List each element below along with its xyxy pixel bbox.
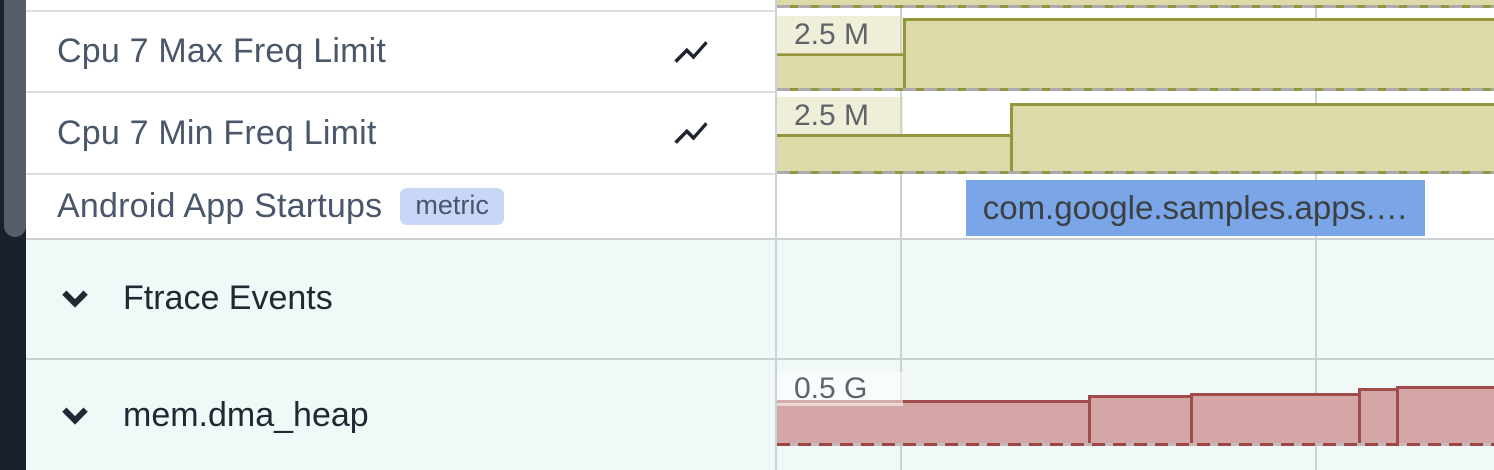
cpu7-max-freq-limit-baseline xyxy=(777,88,1494,91)
mem-dma-heap-counter-area[interactable] xyxy=(1190,393,1358,443)
panel-border[interactable] xyxy=(775,0,777,470)
metric-badge: metric xyxy=(400,187,504,226)
track-title: Cpu 7 Max Freq Limit xyxy=(57,32,386,70)
row-separator xyxy=(26,358,1494,360)
previous-counter-partial-area[interactable] xyxy=(777,0,1494,5)
cpu7-min-freq-limit-area[interactable] xyxy=(1010,103,1494,171)
row-separator xyxy=(26,10,777,12)
vertical-scrollbar[interactable] xyxy=(0,0,26,470)
group-row-ftrace-events[interactable]: Ftrace Events xyxy=(26,240,777,356)
android-app-startups-slice[interactable]: com.google.samples.apps.… xyxy=(966,180,1425,236)
mem-dma-heap-counter-scale-label: 0.5 G xyxy=(777,372,903,406)
track-row-cpu7-max-freq[interactable]: Cpu 7 Max Freq Limit xyxy=(26,12,777,91)
mem-dma-heap-counter-baseline xyxy=(777,443,1494,446)
track-title: Cpu 7 Min Freq Limit xyxy=(57,113,377,152)
scrollbar-thumb[interactable] xyxy=(4,0,26,237)
previous-counter-partial-baseline xyxy=(777,5,1494,8)
mem-dma-heap-counter-area[interactable] xyxy=(1088,395,1190,443)
cpu7-max-freq-limit-area[interactable] xyxy=(777,53,903,88)
mem-dma-heap-counter-area[interactable] xyxy=(1396,386,1494,443)
line-chart-icon[interactable] xyxy=(671,113,711,153)
chevron-down-icon[interactable] xyxy=(55,278,95,318)
track-row-android-app-startups[interactable]: Android App Startups metric xyxy=(26,175,777,238)
timeline-canvas[interactable]: 2.5 M 2.5 M com.google.samples.apps.… 0.5 G xyxy=(777,0,1494,470)
cpu7-max-freq-limit-area[interactable] xyxy=(903,18,1494,88)
cpu7-max-freq-limit-scale-label: 2.5 M xyxy=(777,16,903,54)
mem-dma-heap-counter-area[interactable] xyxy=(1358,388,1396,443)
chevron-down-icon[interactable] xyxy=(55,395,95,435)
group-title: mem.dma_heap xyxy=(123,395,369,434)
track-title: Android App Startups xyxy=(57,187,383,225)
track-shell-panel: Cpu 7 Max Freq Limit Cpu 7 Min Freq Limi… xyxy=(26,0,777,470)
cpu7-min-freq-limit-area[interactable] xyxy=(777,134,1010,171)
row-separator xyxy=(26,238,1494,240)
mem-dma-heap-counter-area[interactable] xyxy=(777,400,1088,443)
row-separator xyxy=(26,173,777,175)
track-row-cpu7-min-freq[interactable]: Cpu 7 Min Freq Limit xyxy=(26,93,777,173)
group-row-mem-dma-heap[interactable]: mem.dma_heap xyxy=(26,360,777,470)
time-gridline xyxy=(900,0,902,470)
cpu7-min-freq-limit-baseline xyxy=(777,171,1494,174)
group-title: Ftrace Events xyxy=(123,278,333,317)
row-separator xyxy=(26,91,777,93)
line-chart-icon[interactable] xyxy=(671,32,711,72)
cpu7-min-freq-limit-scale-label: 2.5 M xyxy=(777,97,903,134)
